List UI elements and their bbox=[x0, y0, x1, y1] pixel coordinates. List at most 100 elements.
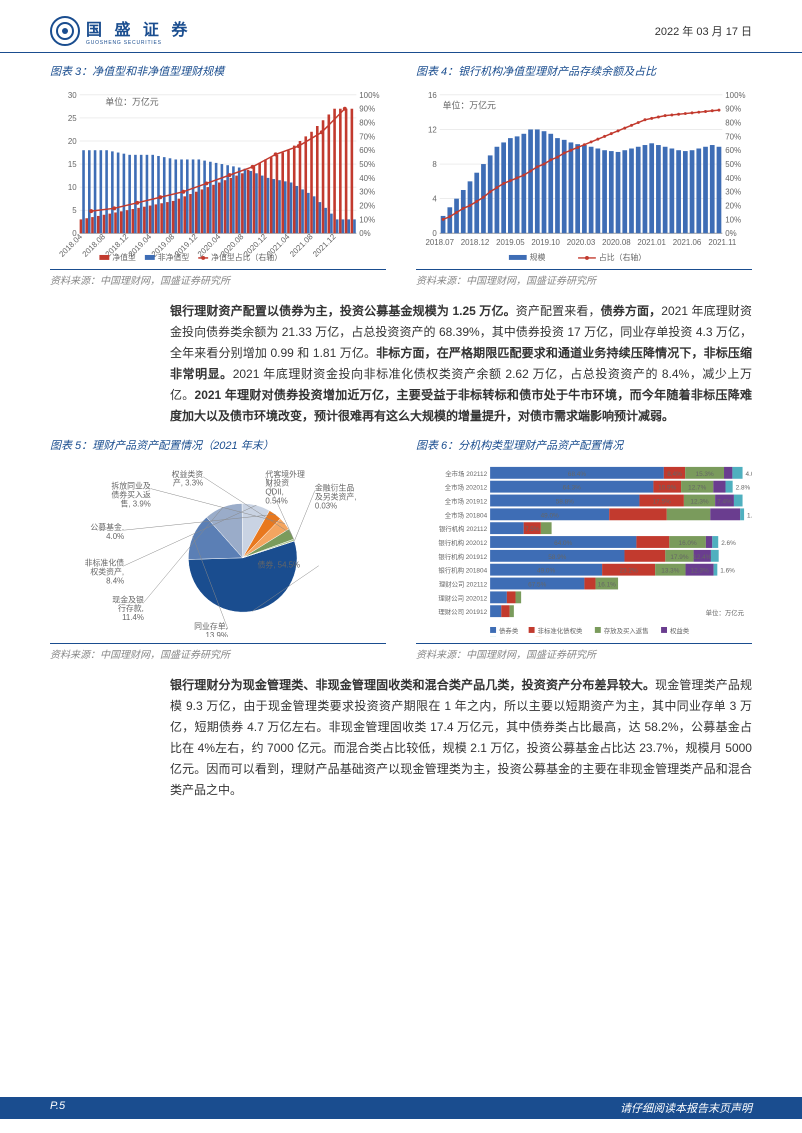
svg-text:67.5%: 67.5% bbox=[528, 581, 546, 588]
chart6-block: 图表 6：分机构类型理财产品资产配置情况 68.4%8.4%15.3%4.0%全… bbox=[416, 437, 752, 661]
svg-text:23.2%: 23.2% bbox=[620, 568, 638, 575]
svg-text:58.8%: 58.8% bbox=[556, 498, 574, 505]
svg-text:50%: 50% bbox=[725, 160, 741, 169]
svg-text:15.3%: 15.3% bbox=[696, 471, 714, 478]
svg-text:理财公司 202012: 理财公司 202012 bbox=[438, 593, 487, 602]
svg-text:2021.12: 2021.12 bbox=[311, 232, 338, 259]
report-date: 2022 年 03 月 17 日 bbox=[655, 23, 752, 39]
svg-text:拆放同业及: 拆放同业及 bbox=[111, 481, 151, 491]
svg-text:58.9%: 58.9% bbox=[548, 554, 566, 561]
svg-text:0: 0 bbox=[432, 229, 437, 238]
company-sub: GUOSHENG SECURITIES bbox=[86, 40, 191, 46]
company-name: 国 盛 证 券 bbox=[86, 16, 191, 40]
svg-text:非标准化债权类: 非标准化债权类 bbox=[538, 626, 583, 635]
svg-text:70%: 70% bbox=[725, 132, 741, 141]
svg-text:4.0%: 4.0% bbox=[106, 532, 124, 541]
chart6-title: 图表 6：分机构类型理财产品资产配置情况 bbox=[416, 437, 752, 453]
svg-text:单位：万亿元: 单位：万亿元 bbox=[706, 608, 745, 617]
svg-text:全市场 201912: 全市场 201912 bbox=[445, 496, 488, 505]
svg-text:售, 3.9%: 售, 3.9% bbox=[121, 498, 151, 508]
svg-text:单位：万亿元: 单位：万亿元 bbox=[105, 96, 158, 107]
svg-text:行存款,: 行存款, bbox=[118, 603, 144, 613]
svg-text:68.4%: 68.4% bbox=[568, 471, 586, 478]
svg-text:49.0%: 49.0% bbox=[541, 512, 559, 519]
svg-text:8.4%: 8.4% bbox=[106, 577, 124, 586]
svg-text:90%: 90% bbox=[359, 105, 375, 114]
svg-text:30: 30 bbox=[68, 91, 77, 100]
svg-text:全市场 202012: 全市场 202012 bbox=[445, 483, 488, 492]
svg-text:12.3%: 12.3% bbox=[690, 498, 708, 505]
chart3-source: 资料来源：中国理财网，国盛证券研究所 bbox=[50, 269, 386, 287]
svg-text:15: 15 bbox=[68, 160, 77, 169]
svg-text:7.4%: 7.4% bbox=[717, 498, 732, 505]
svg-text:全市场 202112: 全市场 202112 bbox=[445, 469, 487, 478]
svg-text:17.5%: 17.5% bbox=[653, 498, 671, 505]
svg-text:64.3%: 64.3% bbox=[563, 485, 581, 492]
svg-text:公募基金: 公募基金 bbox=[499, 636, 525, 637]
svg-text:非标准化债: 非标准化债 bbox=[85, 558, 125, 568]
svg-text:债券类: 债券类 bbox=[499, 626, 519, 635]
svg-text:16.1%: 16.1% bbox=[598, 581, 616, 588]
svg-text:2018.08: 2018.08 bbox=[81, 232, 108, 259]
svg-text:80%: 80% bbox=[359, 119, 375, 128]
svg-text:60%: 60% bbox=[359, 146, 375, 155]
svg-text:16.0%: 16.0% bbox=[679, 540, 697, 547]
svg-text:64.0%: 64.0% bbox=[554, 540, 572, 547]
svg-text:全市场 201804: 全市场 201804 bbox=[445, 510, 488, 519]
svg-text:4: 4 bbox=[432, 195, 437, 204]
svg-text:7.5%: 7.5% bbox=[525, 526, 540, 533]
svg-text:40%: 40% bbox=[725, 174, 741, 183]
svg-text:0.54%: 0.54% bbox=[265, 496, 287, 505]
chart3-title: 图表 3：净值型和非净值型理财规模 bbox=[50, 63, 386, 79]
chart4-svg: 04812160%10%20%30%40%50%60%70%80%90%100%… bbox=[416, 85, 752, 263]
svg-text:0%: 0% bbox=[359, 229, 370, 238]
chart5-source: 资料来源：中国理财网，国盛证券研究所 bbox=[50, 643, 386, 661]
svg-text:2018.07: 2018.07 bbox=[425, 238, 454, 247]
chart6-svg: 68.4%8.4%15.3%4.0%全市场 20211264.3%10.9%12… bbox=[416, 459, 752, 637]
company-logo-block: 国 盛 证 券 GUOSHENG SECURITIES bbox=[50, 16, 191, 46]
svg-text:权类资产,: 权类资产, bbox=[90, 567, 124, 577]
svg-text:非净值型: 非净值型 bbox=[158, 252, 190, 262]
svg-text:规模: 规模 bbox=[530, 252, 546, 262]
svg-text:10.9%: 10.9% bbox=[658, 485, 676, 492]
svg-text:12.3%: 12.3% bbox=[691, 568, 709, 575]
svg-text:及另类资产,: 及另类资产, bbox=[315, 492, 357, 502]
svg-text:QDII,: QDII, bbox=[265, 488, 283, 497]
svg-text:100%: 100% bbox=[359, 91, 379, 100]
svg-text:10: 10 bbox=[68, 183, 77, 192]
svg-text:12: 12 bbox=[428, 125, 437, 134]
svg-text:净值型占比（右轴）: 净值型占比（右轴） bbox=[211, 252, 282, 262]
svg-text:银行机构 201912: 银行机构 201912 bbox=[438, 552, 487, 561]
svg-text:2.8%: 2.8% bbox=[736, 485, 751, 492]
chart5-title: 图表 5：理财产品资产配置情况（2021 年末） bbox=[50, 437, 386, 453]
chart3-block: 图表 3：净值型和非净值型理财规模 0510152025300%10%20%30… bbox=[50, 63, 386, 287]
svg-text:权益类资: 权益类资 bbox=[172, 469, 204, 479]
svg-text:49.0%: 49.0% bbox=[537, 568, 555, 575]
svg-text:4.0%: 4.0% bbox=[746, 471, 752, 478]
svg-text:2020.03: 2020.03 bbox=[567, 238, 596, 247]
svg-text:17.9%: 17.9% bbox=[670, 554, 688, 561]
svg-text:20: 20 bbox=[68, 137, 77, 146]
svg-text:40%: 40% bbox=[359, 174, 375, 183]
svg-text:单位：万亿元: 单位：万亿元 bbox=[443, 100, 496, 111]
chart4-source: 资料来源：中国理财网，国盛证券研究所 bbox=[416, 269, 752, 287]
svg-text:12.7%: 12.7% bbox=[688, 485, 706, 492]
svg-text:90%: 90% bbox=[725, 105, 741, 114]
svg-text:占比（右轴）: 占比（右轴） bbox=[599, 252, 646, 262]
svg-text:0.03%: 0.03% bbox=[315, 501, 337, 510]
svg-text:2021.06: 2021.06 bbox=[673, 238, 702, 247]
svg-text:净值型: 净值型 bbox=[112, 252, 136, 262]
chart5-block: 图表 5：理财产品资产配置情况（2021 年末） 债券, 54.5%同业存单,1… bbox=[50, 437, 386, 661]
svg-text:代客境外理: 代客境外理 bbox=[265, 469, 305, 479]
paragraph-2: 银行理财分为现金管理类、非现金管理固收类和混合类产品几类，投资资产分布差异较大。… bbox=[50, 665, 752, 811]
svg-text:20%: 20% bbox=[359, 202, 375, 211]
svg-text:2021.11: 2021.11 bbox=[708, 238, 736, 247]
svg-text:30%: 30% bbox=[725, 188, 741, 197]
svg-text:金融衍生品: 金融衍生品 bbox=[315, 483, 355, 493]
svg-text:20%: 20% bbox=[725, 202, 741, 211]
svg-text:8: 8 bbox=[432, 160, 437, 169]
svg-text:2019.05: 2019.05 bbox=[496, 238, 525, 247]
svg-text:5: 5 bbox=[72, 206, 77, 215]
svg-text:产, 3.3%: 产, 3.3% bbox=[173, 478, 203, 488]
svg-text:2018.04: 2018.04 bbox=[57, 232, 84, 259]
